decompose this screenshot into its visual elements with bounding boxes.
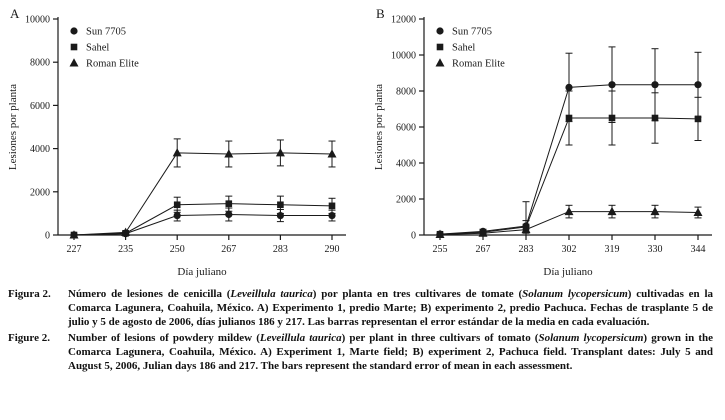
svg-text:Día juliano: Día juliano [177, 266, 227, 278]
svg-text:330: 330 [648, 244, 663, 255]
chart-b-line-plot: 0 2000 4000 6000 8000 10000 12000 255 267 283 302 3… [373, 15, 712, 278]
svg-text:4000: 4000 [30, 144, 50, 155]
figure-caption: Figura 2. Número de lesiones de cenicill… [0, 284, 725, 374]
svg-text:255: 255 [433, 244, 448, 255]
svg-text:227: 227 [67, 244, 82, 255]
svg-text:Roman Elite: Roman Elite [452, 59, 505, 70]
svg-text:8000: 8000 [396, 87, 416, 98]
caption-english: Figure 2. Number of lesions of powdery m… [6, 332, 713, 373]
svg-text:12000: 12000 [391, 15, 416, 26]
svg-text:Lesiones por planta: Lesiones por planta [373, 84, 385, 170]
caption-english-label: Figure 2. [8, 332, 50, 345]
svg-text:Día juliano: Día juliano [543, 266, 593, 278]
svg-text:6000: 6000 [30, 101, 50, 112]
chart-a-line-plot: 0 2000 4000 6000 8000 10000 227 235 250 267 283 290… [7, 15, 346, 278]
panel-a-label: A [10, 6, 20, 21]
chart-panel-a: A 0 2000 4000 6000 8000 10000 227 235 250 267 283 2… [2, 2, 358, 284]
svg-text:8000: 8000 [30, 58, 50, 69]
caption-spanish: Figura 2. Número de lesiones de cenicill… [6, 288, 713, 329]
svg-text:10000: 10000 [25, 15, 50, 26]
svg-text:Lesiones por planta: Lesiones por planta [7, 84, 19, 170]
svg-text:283: 283 [273, 244, 288, 255]
svg-text:290: 290 [325, 244, 340, 255]
svg-text:Sahel: Sahel [86, 43, 109, 54]
svg-text:Roman Elite: Roman Elite [86, 59, 139, 70]
svg-text:2000: 2000 [30, 187, 50, 198]
svg-text:Sahel: Sahel [452, 43, 475, 54]
svg-text:344: 344 [691, 244, 706, 255]
svg-text:Sun 7705: Sun 7705 [86, 27, 126, 38]
svg-text:302: 302 [562, 244, 577, 255]
svg-text:4000: 4000 [396, 159, 416, 170]
caption-english-text: Number of lesions of powdery mildew (Lev… [68, 332, 713, 372]
charts-row: A 0 2000 4000 6000 8000 10000 227 235 250 267 283 2… [2, 2, 724, 284]
svg-text:235: 235 [118, 244, 133, 255]
caption-spanish-label: Figura 2. [8, 288, 51, 300]
svg-text:267: 267 [476, 244, 491, 255]
svg-text:10000: 10000 [391, 51, 416, 62]
svg-text:267: 267 [221, 244, 236, 255]
svg-text:6000: 6000 [396, 123, 416, 134]
panel-b-label: B [376, 6, 385, 21]
svg-text:2000: 2000 [396, 195, 416, 206]
caption-spanish-text: Número de lesiones de cenicilla (Leveill… [68, 288, 713, 328]
svg-text:250: 250 [170, 244, 185, 255]
chart-panel-b: B 0 2000 4000 6000 8000 10000 12000 255 267 283 30… [368, 2, 724, 284]
svg-text:0: 0 [411, 231, 416, 242]
svg-text:283: 283 [519, 244, 534, 255]
svg-text:0: 0 [45, 231, 50, 242]
svg-text:Sun 7705: Sun 7705 [452, 27, 492, 38]
svg-text:319: 319 [605, 244, 620, 255]
